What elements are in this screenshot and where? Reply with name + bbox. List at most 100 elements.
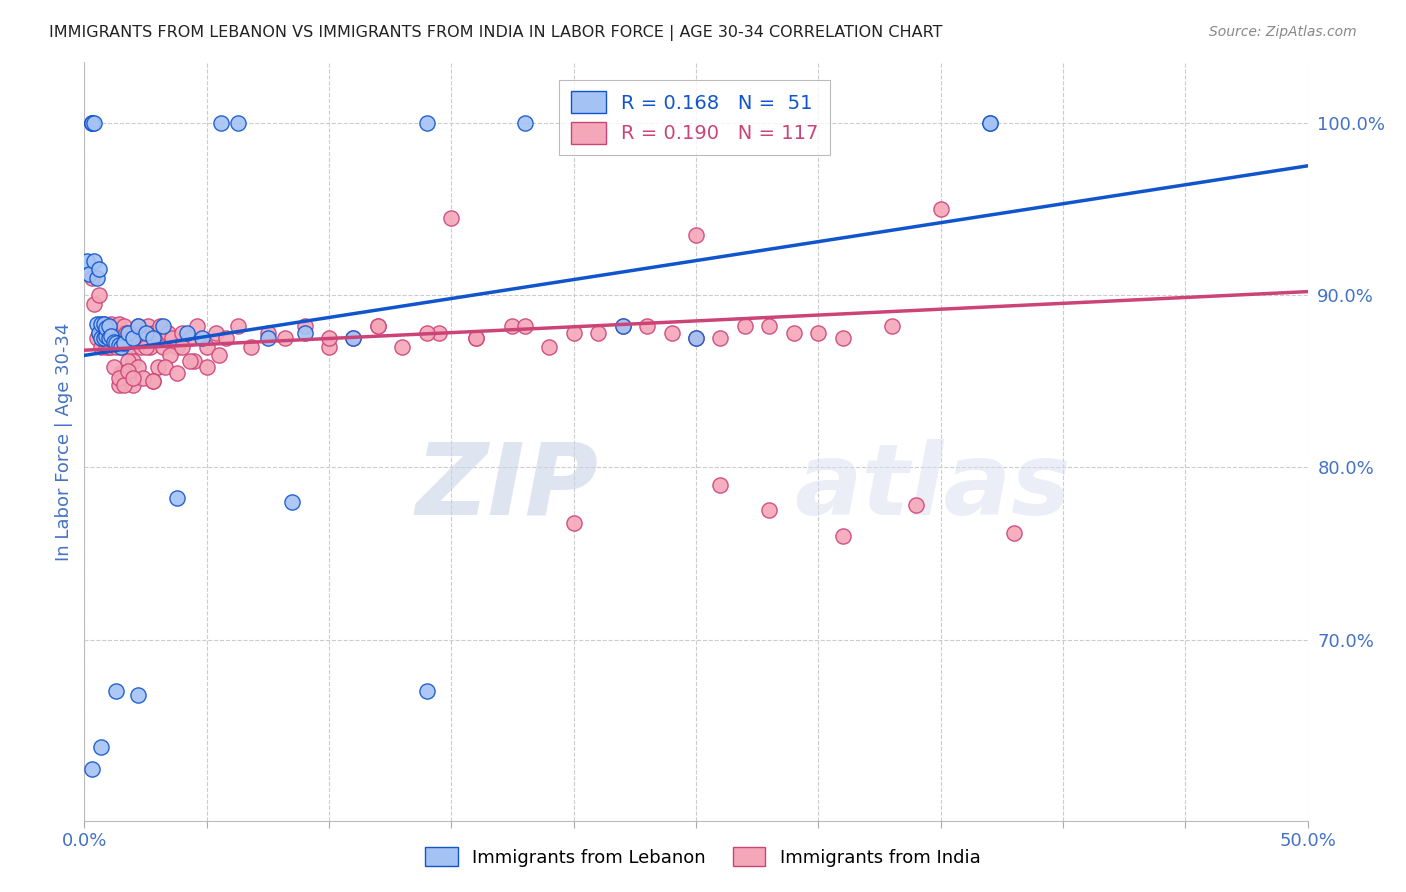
Point (97, 340, 120, 354)
Point (117, 353, 139, 368)
Point (112, 331, 135, 345)
Point (110, 340, 132, 354)
Point (96, 326, 118, 340)
Point (93, 318, 115, 332)
Text: Source: ZipAtlas.com: Source: ZipAtlas.com (1209, 25, 1357, 39)
Point (107, 377, 129, 392)
Point (464, 331, 486, 345)
Point (636, 319, 658, 334)
Point (191, 331, 214, 345)
Point (103, 326, 125, 340)
Point (783, 326, 806, 340)
Point (294, 319, 316, 334)
Point (807, 326, 830, 340)
Point (100, 340, 122, 354)
Point (77, 268, 100, 282)
Point (115, 340, 138, 354)
Point (135, 340, 157, 354)
Point (152, 319, 174, 334)
Point (685, 331, 707, 345)
Point (166, 366, 188, 380)
Point (112, 319, 135, 334)
Point (685, 331, 707, 345)
Point (427, 326, 450, 340)
Point (562, 326, 585, 340)
Point (513, 116, 536, 130)
Point (107, 371, 129, 385)
Point (107, 338, 129, 352)
Point (80, 116, 103, 130)
Point (93, 331, 115, 345)
Point (105, 319, 128, 334)
Point (159, 348, 181, 362)
Point (122, 353, 145, 368)
Point (274, 331, 297, 345)
Point (166, 340, 188, 354)
Point (342, 331, 364, 345)
Point (979, 116, 1001, 130)
Point (162, 331, 184, 345)
Legend: R = 0.168   N =  51, R = 0.190   N = 117: R = 0.168 N = 51, R = 0.190 N = 117 (560, 79, 830, 155)
Point (112, 377, 135, 392)
Point (97, 331, 120, 345)
Point (110, 340, 132, 354)
Point (135, 331, 157, 345)
Point (166, 491, 188, 506)
Point (93, 331, 115, 345)
Point (440, 211, 463, 225)
Point (129, 340, 152, 354)
Point (90, 340, 112, 354)
Point (86, 270, 108, 285)
Point (228, 116, 250, 130)
Point (905, 498, 928, 512)
Point (758, 503, 780, 517)
Point (120, 340, 142, 354)
Point (127, 688, 149, 702)
Text: IMMIGRANTS FROM LEBANON VS IMMIGRANTS FROM INDIA IN LABOR FORCE | AGE 30-34 CORR: IMMIGRANTS FROM LEBANON VS IMMIGRANTS FR… (49, 25, 942, 41)
Point (90, 331, 112, 345)
Point (464, 331, 486, 345)
Point (93, 318, 115, 332)
Point (122, 326, 145, 340)
Point (100, 329, 122, 343)
Point (96, 340, 118, 354)
Point (391, 340, 413, 354)
Point (96, 331, 118, 345)
Point (80, 116, 103, 130)
Point (208, 348, 231, 362)
Point (416, 326, 439, 340)
Point (758, 319, 780, 334)
Point (80, 116, 103, 130)
Point (112, 336, 135, 351)
Text: atlas: atlas (794, 439, 1070, 535)
Point (110, 366, 132, 380)
Point (115, 326, 138, 340)
Point (709, 331, 731, 345)
Point (318, 331, 340, 345)
Point (831, 331, 853, 345)
Point (880, 319, 903, 334)
Point (172, 340, 194, 354)
Point (122, 377, 145, 392)
Point (136, 319, 159, 334)
Point (562, 516, 585, 530)
Point (205, 326, 228, 340)
Point (103, 331, 125, 345)
Point (117, 331, 139, 345)
Point (179, 331, 201, 345)
Point (502, 319, 524, 334)
Point (176, 326, 198, 340)
Point (90, 739, 112, 754)
Point (139, 340, 162, 354)
Point (83, 296, 105, 310)
Point (153, 360, 176, 375)
Point (112, 366, 135, 380)
Point (209, 116, 232, 130)
Point (83, 253, 105, 268)
Point (538, 340, 561, 354)
Point (179, 353, 201, 368)
Point (86, 331, 108, 345)
Point (586, 326, 609, 340)
Point (127, 319, 149, 334)
Point (734, 319, 756, 334)
